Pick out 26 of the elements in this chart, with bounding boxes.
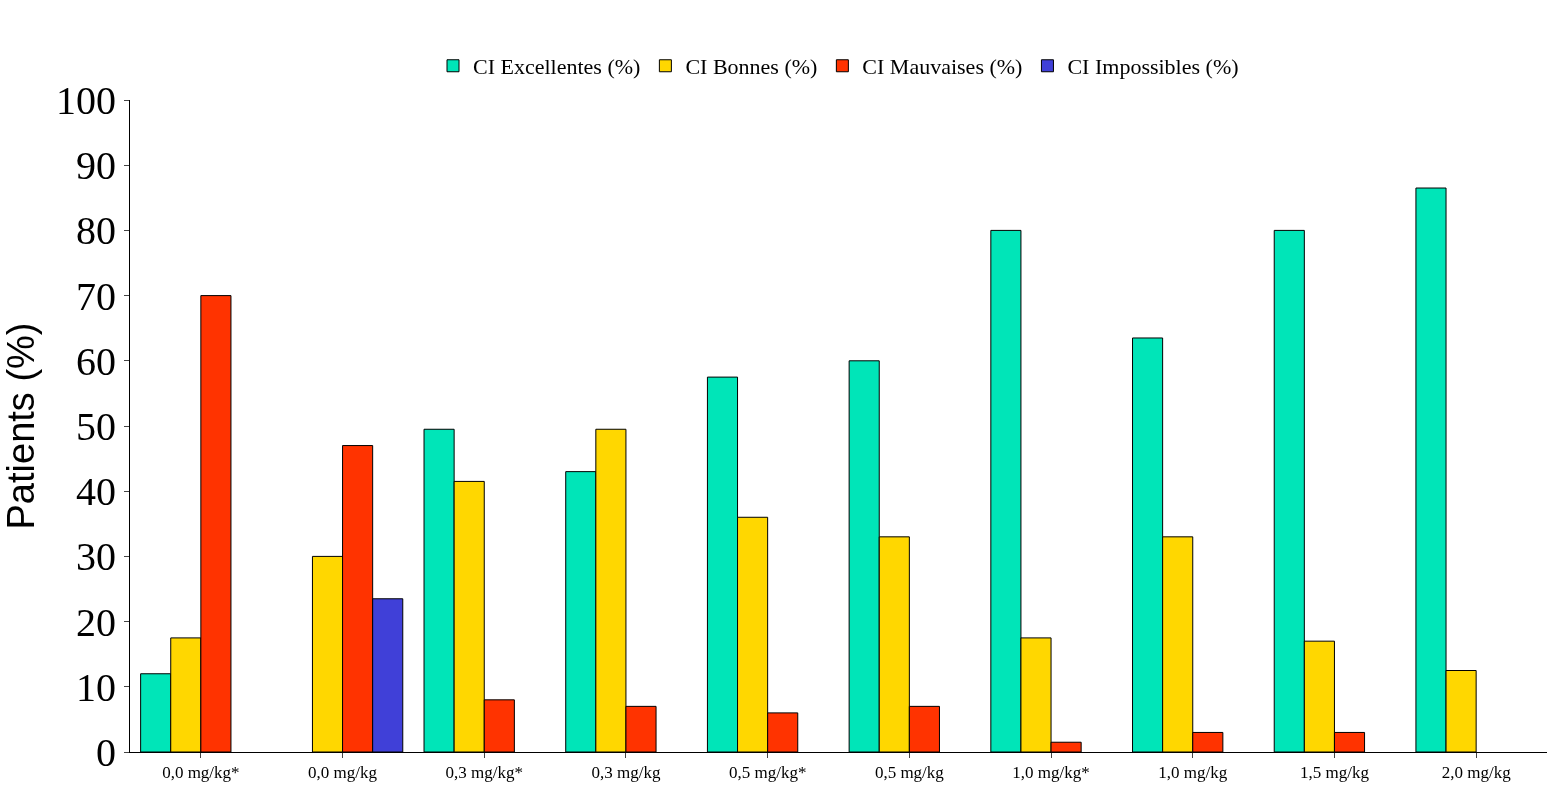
y-tick-label: 50 xyxy=(76,404,116,449)
y-tick-label: 30 xyxy=(76,534,116,580)
x-tick-label: 0,5 mg/kg xyxy=(874,763,945,783)
x-tick-label: 0,3 mg/kg xyxy=(591,763,661,783)
x-tick-label: 0,0 mg/kg* xyxy=(162,763,240,783)
y-axis-title: Patients (%) xyxy=(0,322,42,530)
y-tick-label: 80 xyxy=(76,208,116,254)
x-tick-label: 0,0 mg/kg xyxy=(308,763,378,783)
y-tick-label: 90 xyxy=(76,143,116,189)
x-tick-label: 1,5 mg/kg xyxy=(1299,763,1370,783)
legend-label: CI Mauvaises (%) xyxy=(862,54,1023,80)
y-tick-label: 60 xyxy=(76,338,116,384)
y-tick-label: 70 xyxy=(76,273,116,319)
x-tick-label: 1,0 mg/kg xyxy=(1158,763,1228,783)
y-tick-label: 0 xyxy=(96,730,116,775)
y-tick-label: 10 xyxy=(76,664,116,710)
legend-label: CI Excellentes (%) xyxy=(473,54,641,80)
x-tick-label: 1,0 mg/kg* xyxy=(1012,763,1090,783)
legend-label: CI Bonnes (%) xyxy=(685,54,818,80)
x-tick-label: 0,3 mg/kg* xyxy=(445,763,523,783)
legend-label: CI Impossibles (%) xyxy=(1067,54,1239,80)
y-tick-label: 100 xyxy=(56,78,116,123)
x-tick-label: 0,5 mg/kg* xyxy=(728,763,807,783)
y-tick-label: 20 xyxy=(76,599,116,645)
y-tick-label: 40 xyxy=(76,469,116,515)
x-tick-label: 2,0 mg/kg xyxy=(1441,763,1512,783)
